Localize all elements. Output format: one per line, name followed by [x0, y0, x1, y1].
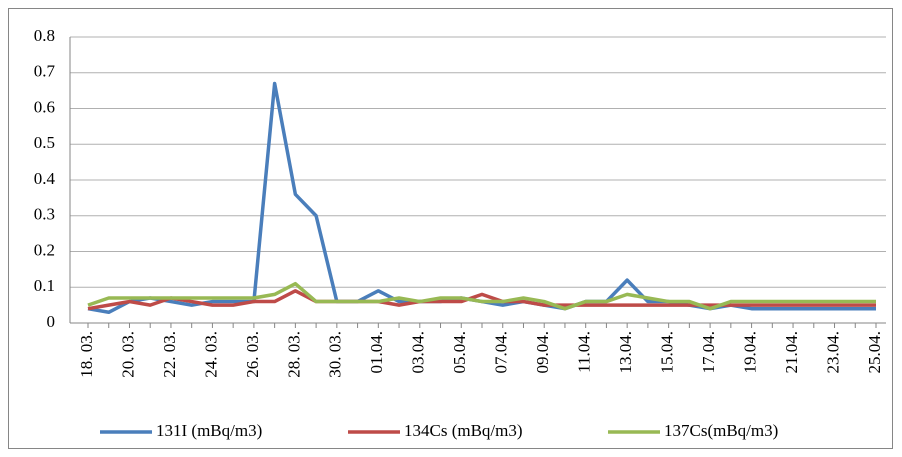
x-tick-label: 20. 03.	[118, 331, 137, 378]
x-tick-label: 05.04.	[450, 331, 469, 374]
legend-label: 137Cs(mBq/m3)	[664, 421, 778, 440]
x-tick-label: 24. 03.	[201, 331, 220, 378]
x-tick-label: 19.04.	[740, 331, 759, 374]
x-tick-label: 09.04.	[533, 331, 552, 374]
x-tick-label: 17.04.	[699, 331, 718, 374]
y-tick-label: 0	[47, 312, 56, 331]
x-tick-label: 01.04.	[367, 331, 386, 374]
x-tick-label: 22. 03.	[160, 331, 179, 378]
y-tick-label: 0.3	[34, 205, 55, 224]
x-tick-label: 03.04.	[409, 331, 428, 374]
line-series	[87, 289, 876, 311]
x-tick-label: 25.04.	[865, 331, 884, 374]
y-tick-label: 0.6	[34, 97, 55, 116]
x-tick-label: 13.04.	[616, 331, 635, 374]
chart-frame	[8, 8, 893, 449]
line-series	[87, 281, 876, 311]
x-tick-label: 11.04.	[575, 331, 594, 373]
y-tick-label: 0.4	[34, 169, 56, 188]
x-tick-label: 18. 03.	[77, 331, 96, 378]
legend-label: 134Cs (mBq/m3)	[404, 421, 523, 440]
x-tick-label: 30. 03.	[326, 331, 345, 378]
x-tick-label: 23.04.	[823, 331, 842, 374]
x-tick-label: 26. 03.	[243, 331, 262, 378]
y-tick-label: 0.5	[34, 133, 55, 152]
x-tick-label: 28. 03.	[284, 331, 303, 378]
y-tick-label: 0.2	[34, 240, 55, 259]
x-tick-label: 15.04.	[658, 331, 677, 374]
x-tick-label: 21.04.	[782, 331, 801, 374]
y-tick-label: 0.8	[34, 26, 55, 45]
y-tick-label: 0.1	[34, 276, 55, 295]
y-tick-label: 0.7	[34, 62, 56, 81]
legend-label: 131I (mBq/m3)	[156, 421, 262, 440]
x-tick-label: 07.04.	[492, 331, 511, 374]
